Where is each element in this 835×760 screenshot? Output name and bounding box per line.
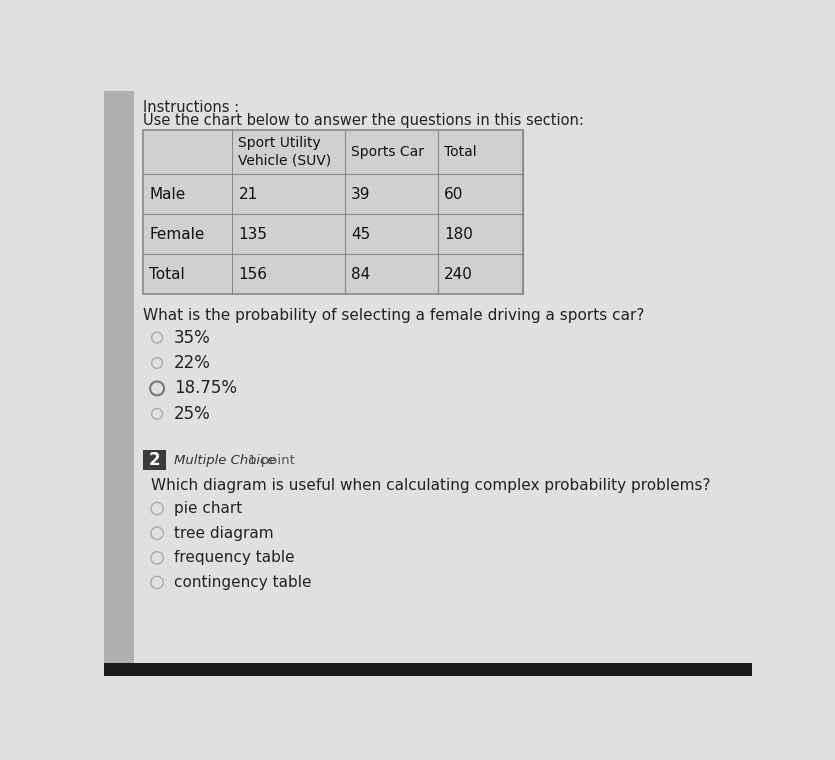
Text: 22%: 22% xyxy=(175,354,211,372)
Text: 1 point: 1 point xyxy=(248,454,295,467)
Text: 156: 156 xyxy=(239,267,267,282)
Bar xyxy=(143,450,166,470)
Text: 180: 180 xyxy=(444,227,473,242)
Text: 45: 45 xyxy=(351,227,370,242)
Text: Multiple Choice: Multiple Choice xyxy=(175,454,276,467)
Text: Sport Utility
Vehicle (SUV): Sport Utility Vehicle (SUV) xyxy=(239,136,331,168)
Text: Female: Female xyxy=(149,227,205,242)
Text: Sports Car: Sports Car xyxy=(351,145,424,159)
Text: tree diagram: tree diagram xyxy=(175,526,274,540)
Bar xyxy=(104,663,752,676)
Text: 25%: 25% xyxy=(175,405,211,423)
Text: 21: 21 xyxy=(239,187,258,202)
Text: Male: Male xyxy=(149,187,185,202)
Text: 18.75%: 18.75% xyxy=(175,379,237,397)
Text: 135: 135 xyxy=(239,227,267,242)
Text: Which diagram is useful when calculating complex probability problems?: Which diagram is useful when calculating… xyxy=(151,478,711,492)
Text: 35%: 35% xyxy=(175,328,211,347)
Text: 2: 2 xyxy=(149,451,160,469)
Text: 60: 60 xyxy=(444,187,463,202)
Text: 240: 240 xyxy=(444,267,473,282)
Text: 39: 39 xyxy=(351,187,371,202)
Text: pie chart: pie chart xyxy=(175,501,242,516)
Text: contingency table: contingency table xyxy=(175,575,311,590)
Bar xyxy=(143,130,523,294)
Text: Instructions :: Instructions : xyxy=(143,100,240,116)
Bar xyxy=(143,130,523,294)
Text: Total: Total xyxy=(149,267,185,282)
Text: frequency table: frequency table xyxy=(175,550,295,565)
Text: Use the chart below to answer the questions in this section:: Use the chart below to answer the questi… xyxy=(143,112,584,128)
Text: Total: Total xyxy=(444,145,477,159)
Text: What is the probability of selecting a female driving a sports car?: What is the probability of selecting a f… xyxy=(143,309,645,323)
Bar xyxy=(104,91,134,676)
Text: 84: 84 xyxy=(351,267,370,282)
